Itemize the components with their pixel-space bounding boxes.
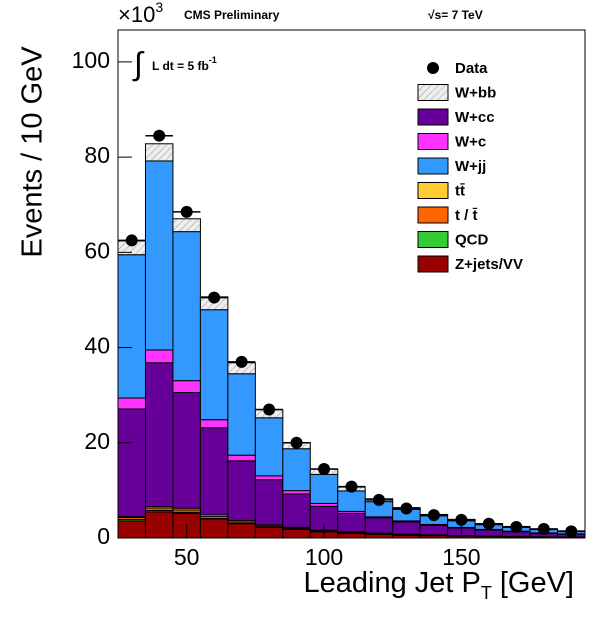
- data-point: [263, 403, 276, 416]
- data-point: [125, 234, 138, 247]
- histogram-segment: [227, 523, 256, 539]
- histogram-segment: [282, 493, 311, 528]
- histogram-segment: [337, 532, 366, 539]
- legend-swatch: [417, 84, 449, 101]
- histogram-segment: [172, 392, 201, 509]
- histogram-segment: [364, 517, 394, 534]
- data-point: [565, 525, 578, 538]
- data-point: [482, 517, 495, 530]
- y-tick-label: 100: [72, 47, 110, 73]
- data-point: [290, 436, 303, 449]
- histogram-segment: [144, 349, 174, 364]
- legend-label: tt̄: [455, 182, 465, 199]
- legend-swatch: [417, 255, 449, 273]
- histogram-segment: [254, 527, 284, 539]
- frame: [117, 29, 586, 539]
- legend-swatch: [417, 182, 449, 199]
- histogram-segment: [392, 521, 421, 535]
- data-point: [510, 521, 523, 534]
- legend-label: t / t̄: [455, 207, 478, 224]
- histogram-segment: [227, 373, 256, 456]
- data-point: [455, 513, 468, 526]
- histogram-segment: [199, 309, 229, 421]
- lumi-integral: ∫: [132, 45, 145, 81]
- x-label-unit: [GeV]: [500, 567, 574, 599]
- histogram-segment: [199, 427, 229, 516]
- histogram-segment: [254, 475, 284, 481]
- legend-label: QCD: [455, 231, 489, 248]
- histogram-segment: [474, 529, 504, 537]
- histogram-segment: [144, 143, 174, 162]
- plot-area: [117, 129, 586, 539]
- x-tick-label: 150: [442, 544, 480, 570]
- legend-label: Data: [455, 60, 488, 77]
- lumi: L dt = 5 fb-1: [152, 55, 217, 73]
- legend-swatch: [417, 133, 449, 150]
- data-point: [345, 480, 358, 493]
- multiplier: ×103: [118, 0, 163, 27]
- x-label-sub: T: [481, 583, 492, 603]
- legend-swatch: [417, 157, 449, 175]
- histogram-segment: [172, 218, 201, 233]
- x-axis-label: Leading Jet PT [GeV]: [303, 567, 574, 603]
- y-tick-label: 20: [84, 428, 110, 454]
- data-point: [318, 462, 331, 475]
- histogram-segment: [227, 454, 256, 462]
- histogram-segment: [337, 512, 366, 533]
- histogram-segment: [144, 362, 174, 508]
- y-tick-label: 0: [97, 523, 110, 549]
- data-point: [208, 291, 221, 304]
- data-point: [400, 502, 413, 515]
- histogram-segment: [227, 460, 256, 521]
- experiment: CMS Preliminary: [184, 8, 280, 22]
- legend-label: W+bb: [455, 84, 496, 101]
- legend-label: W+cc: [455, 109, 495, 126]
- x-tick-label: 100: [305, 544, 343, 570]
- histogram-segment: [144, 160, 174, 351]
- histogram-segment: [199, 419, 229, 429]
- histogram-segment: [337, 490, 366, 512]
- data-point: [235, 355, 248, 368]
- data-point: [427, 509, 440, 522]
- legend-label: Z+jets/VV: [455, 256, 523, 273]
- x-tick-label: 50: [174, 544, 200, 570]
- y-tick-label: 80: [84, 142, 110, 168]
- histogram-segment: [117, 408, 146, 518]
- histogram-segment: [117, 520, 146, 539]
- legend-label: W+jj: [455, 158, 486, 175]
- data-point: [153, 129, 166, 142]
- data-point: [537, 522, 550, 535]
- histogram-segment: [199, 518, 229, 539]
- histogram-segment: [117, 397, 146, 410]
- y-tick-label: 60: [84, 237, 110, 263]
- lumi-text: L dt = 5 fb: [152, 59, 209, 73]
- histogram-segment: [254, 479, 284, 526]
- data-point: [180, 205, 193, 218]
- legend-marker: [427, 62, 439, 74]
- multiplier-base: ×10: [118, 2, 155, 27]
- histogram-segment: [282, 528, 311, 539]
- histogram-segment: [254, 417, 284, 477]
- x-label-main: Leading Jet P: [303, 567, 480, 599]
- y-axis-label: Events / 10 GeV: [17, 46, 49, 258]
- data-point: [372, 493, 385, 506]
- histogram-segment: [172, 380, 201, 394]
- histogram-segment: [117, 254, 146, 399]
- histogram-segment: [144, 511, 174, 539]
- legend-swatch: [417, 206, 449, 224]
- histogram-segment: [282, 448, 311, 492]
- legend-label: W+c: [455, 133, 486, 150]
- histogram-segment: [309, 473, 339, 504]
- lumi-exp: -1: [209, 55, 217, 65]
- histogram-segment: [172, 231, 201, 382]
- y-tick-label: 40: [84, 333, 110, 359]
- histogram-segment: [364, 533, 394, 539]
- legend-swatch: [417, 108, 449, 126]
- histogram-segment: [419, 524, 449, 536]
- multiplier-exp: 3: [155, 0, 163, 15]
- energy: √s= 7 TeV: [428, 8, 483, 22]
- legend-swatch: [417, 231, 449, 248]
